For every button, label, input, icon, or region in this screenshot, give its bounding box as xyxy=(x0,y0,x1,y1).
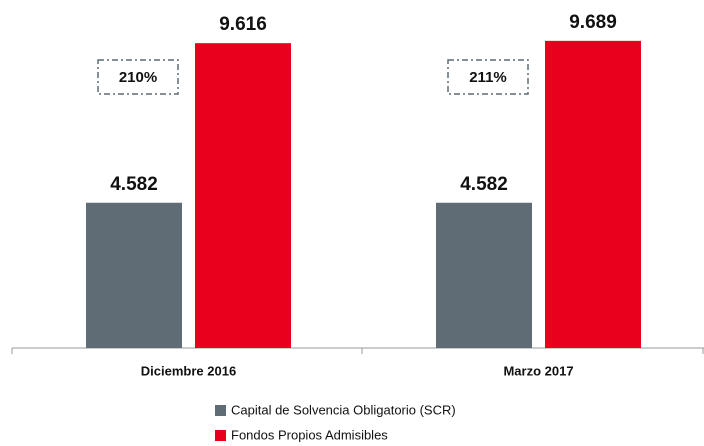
bar xyxy=(195,43,291,349)
annotation: 211% xyxy=(469,69,507,86)
x-tick-label: Marzo 2017 xyxy=(503,363,573,378)
value-label: 4.582 xyxy=(460,174,508,195)
annotation-box xyxy=(97,59,179,95)
legend-swatch xyxy=(215,430,226,441)
bar xyxy=(545,40,641,348)
annotation: 210% xyxy=(119,69,157,86)
value-label: 9.616 xyxy=(219,14,267,35)
bar xyxy=(436,202,532,348)
legend-label: Fondos Propios Admisibles xyxy=(231,427,388,442)
legend-label: Capital de Solvencia Obligatorio (SCR) xyxy=(231,402,456,417)
legend-swatch xyxy=(215,405,226,416)
value-label: 4.582 xyxy=(110,174,158,195)
value-label: 9.689 xyxy=(569,12,617,33)
x-tick-label: Diciembre 2016 xyxy=(141,363,236,378)
bar xyxy=(86,202,182,348)
annotation-box xyxy=(447,59,529,95)
